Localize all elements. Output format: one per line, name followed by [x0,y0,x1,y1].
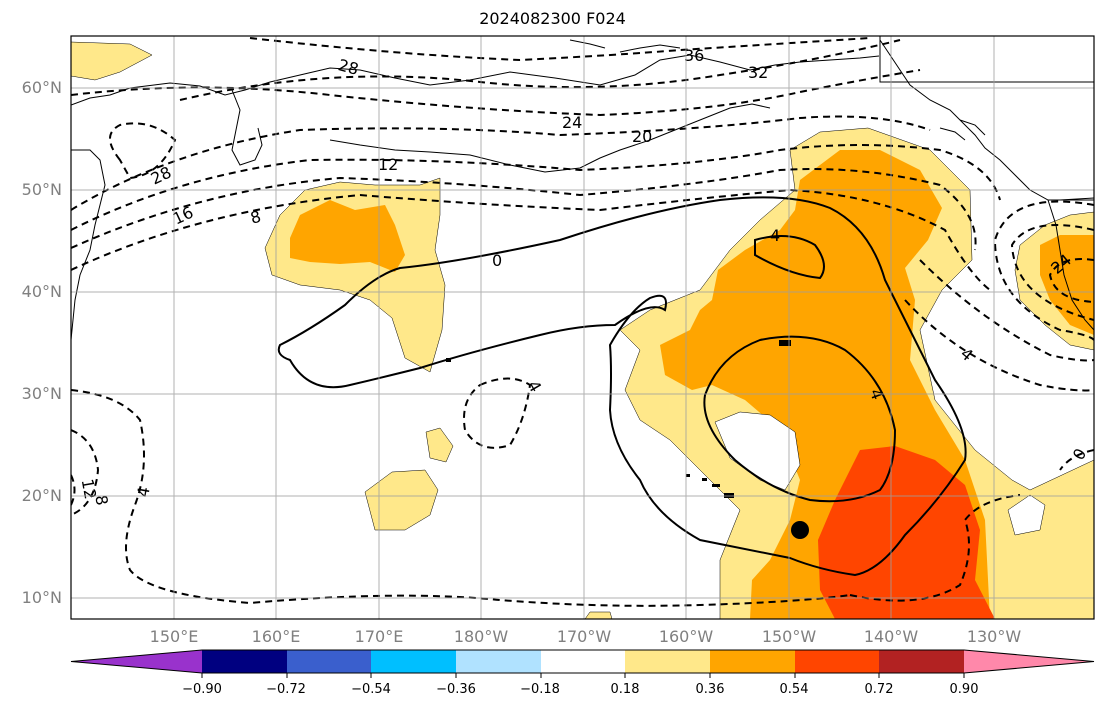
lon-label: 140°W [863,627,919,646]
anomaly-white-hole [1007,494,1046,536]
lat-label: 40°N [21,282,62,301]
lon-label: 150°E [149,627,199,646]
colorbar-tick-label: 0.90 [949,682,979,697]
colorbar-swatch [625,650,710,673]
map-area: 36 32 28 24 20 28 16 12 8 0 4 4 4 4 24 4… [71,36,1094,619]
positive-contours [277,196,967,577]
colorbar-swatch [287,650,371,673]
colorbar-tick-label: −0.90 [182,682,222,697]
anomaly-light-region [364,469,439,531]
plot-title: 2024082300 F024 [479,9,626,28]
map-frame [70,35,1095,620]
lat-label: 30°N [21,384,62,403]
colorbar-tick-label: 0.72 [864,682,894,697]
anomaly-orange-region [290,200,405,272]
colorbar-swatch [710,650,795,673]
colorbar-tick-label: 0.18 [610,682,640,697]
colorbar-tick-label: −0.54 [351,682,391,697]
colorbar-swatch [541,650,625,673]
colorbar-swatch [879,650,964,673]
colorbar-swatch [202,650,287,673]
colorbar-swatch [795,650,879,673]
anomaly-light-region [584,611,613,619]
colorbar-extend-low [71,650,202,673]
center-marker-dot [791,521,809,539]
lat-label: 50°N [21,180,62,199]
contour-label: 20 [632,127,652,146]
lon-label: 130°W [966,627,1022,646]
colorbar-tick-label: −0.36 [436,682,476,697]
contour-label: 12 [78,477,100,500]
colorbar-swatch [371,650,456,673]
contour-label: 12 [378,155,398,174]
contour-label: 4 [770,226,780,245]
lon-label: 170°W [556,627,612,646]
colorbar-swatch [456,650,541,673]
colorbar-tick-label: −0.72 [266,682,306,697]
lat-label: 10°N [21,588,62,607]
anomaly-light-region [425,427,454,463]
lon-label: 160°E [251,627,301,646]
contour-label: 0 [492,251,502,270]
contour-label: 36 [684,46,704,65]
contour-label: 28 [336,55,361,79]
contour-label: 32 [748,63,768,82]
colorbar-tick-label: 0.54 [779,682,809,697]
colorbar-tick-label: 0.36 [695,682,725,697]
contour-label: 8 [248,207,263,228]
lon-label: 160°W [658,627,714,646]
anomaly-light-region [71,41,153,81]
lon-label: 170°E [354,627,404,646]
lat-label: 20°N [21,486,62,505]
contour-label: 4 [133,485,153,498]
contour-label: 24 [562,113,582,132]
colorbar-extend-high [964,650,1094,673]
gridlines [71,36,1094,619]
lat-label: 60°N [21,78,62,97]
lon-label: 150°W [761,627,817,646]
contour-label: 8 [91,494,111,507]
colorbar [70,649,1095,678]
colorbar-tick-label: −0.18 [520,682,560,697]
lon-label: 180°W [453,627,509,646]
